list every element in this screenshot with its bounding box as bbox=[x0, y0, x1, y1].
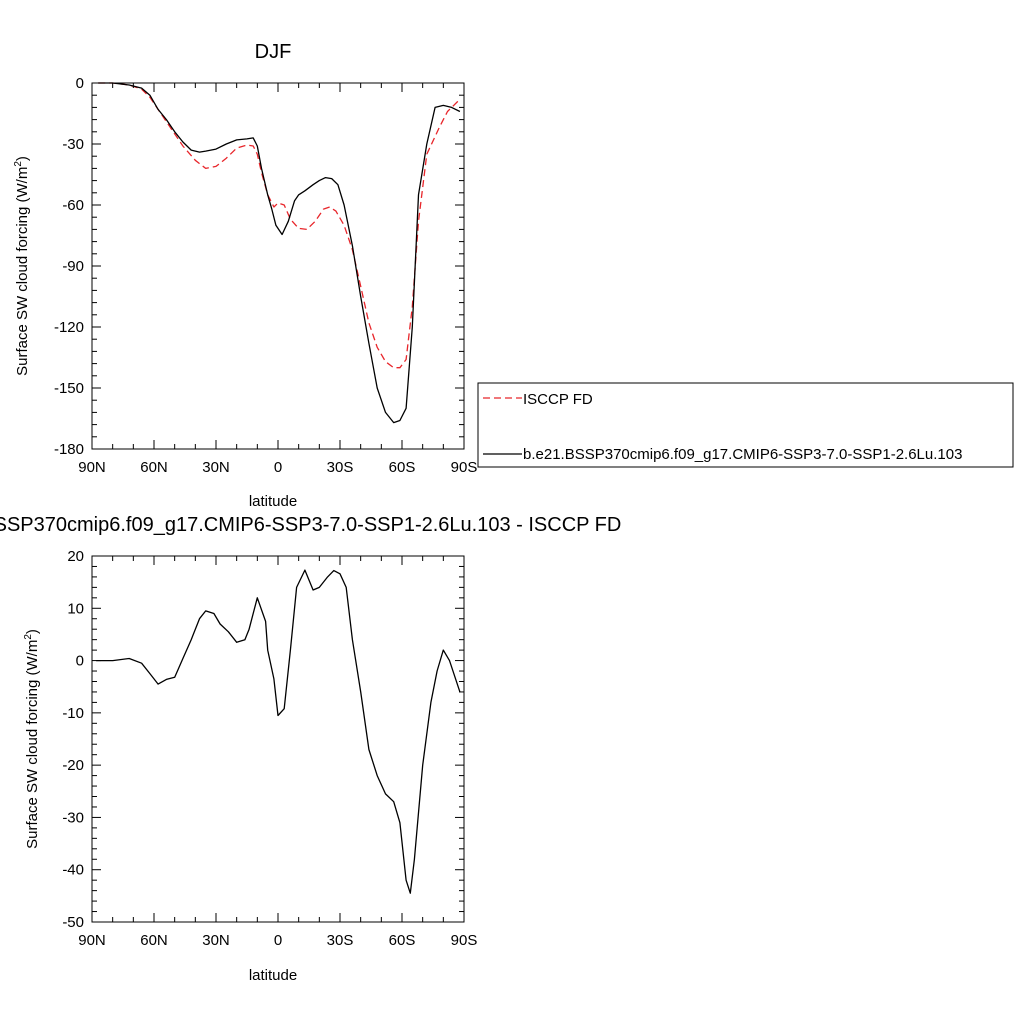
chart1-y-tick-label: 20 bbox=[67, 548, 84, 565]
legend-label-isccp: ISCCP FD bbox=[523, 391, 593, 408]
chart1-x-tick-label: 30S bbox=[327, 932, 354, 949]
chart1-x-tick-label: 90N bbox=[78, 932, 106, 949]
chart0-series-line-0 bbox=[98, 82, 461, 369]
chart0-x-tick-label: 60N bbox=[140, 459, 168, 476]
top-x-axis-label: latitude bbox=[249, 493, 297, 510]
bottom-y-axis-label: Surface SW cloud forcing (W/m2) bbox=[23, 629, 41, 849]
chart0-y-tick-label: -90 bbox=[62, 258, 84, 275]
chart0-x-tick-label: 30S bbox=[327, 459, 354, 476]
chart1-series-line-0 bbox=[96, 569, 461, 894]
bottom-y-axis-label-main: Surface SW cloud forcing (W/m bbox=[24, 640, 41, 849]
bottom-y-axis-label-superscript: 2 bbox=[23, 634, 34, 640]
chart0-x-tick-label: 90S bbox=[451, 459, 478, 476]
chart1-y-tick-label: -20 bbox=[62, 757, 84, 774]
chart1-y-tick-label: -50 bbox=[62, 914, 84, 931]
chart1-y-tick-label: -10 bbox=[62, 705, 84, 722]
chart0-x-tick-label: 60S bbox=[389, 459, 416, 476]
chart1-x-tick-label: 60S bbox=[389, 932, 416, 949]
chart0-plot-frame bbox=[91, 82, 465, 450]
chart0-y-tick-label: -30 bbox=[62, 136, 84, 153]
chart1-x-tick-label: 0 bbox=[274, 932, 282, 949]
chart0-y-tick-label: -120 bbox=[54, 319, 84, 336]
chart1-x-tick-label: 30N bbox=[202, 932, 230, 949]
chart0-x-tick-label: 0 bbox=[274, 459, 282, 476]
chart0-y-tick-label: -60 bbox=[62, 197, 84, 214]
chart1-y-tick-label: -30 bbox=[62, 809, 84, 826]
chart0-series-line-1 bbox=[98, 82, 461, 424]
chart1-y-tick-label: 10 bbox=[67, 600, 84, 617]
chart0-y-tick-label: -180 bbox=[54, 441, 84, 458]
top-y-axis-label-tail: ) bbox=[14, 156, 31, 161]
legend-box bbox=[477, 382, 1014, 468]
chart1-x-tick-label: 90S bbox=[451, 932, 478, 949]
legend: ISCCP FD b.e21.BSSP370cmip6.f09_g17.CMIP… bbox=[477, 382, 1014, 468]
legend-label-model: b.e21.BSSP370cmip6.f09_g17.CMIP6-SSP3-7.… bbox=[523, 446, 962, 463]
chart1-x-tick-label: 60N bbox=[140, 932, 168, 949]
top-chart-title: DJF bbox=[255, 41, 292, 63]
bottom-y-axis-label-tail: ) bbox=[24, 629, 41, 634]
bottom-x-axis-label: latitude bbox=[249, 967, 297, 984]
top-y-axis-label-main: Surface SW cloud forcing (W/m bbox=[14, 167, 31, 376]
top-y-axis-label: Surface SW cloud forcing (W/m2) bbox=[13, 156, 31, 376]
chart1-y-tick-label: 0 bbox=[76, 653, 84, 670]
bottom-chart-title: b.e21.BSSP370cmip6.f09_g17.CMIP6-SSP3-7.… bbox=[0, 514, 621, 536]
chart0-y-tick-label: -150 bbox=[54, 380, 84, 397]
chart1-plot-frame bbox=[91, 555, 465, 923]
top-y-axis-label-superscript: 2 bbox=[13, 161, 24, 167]
chart0-x-tick-label: 90N bbox=[78, 459, 106, 476]
chart0-y-tick-label: 0 bbox=[76, 75, 84, 92]
chart1-y-tick-label: -40 bbox=[62, 862, 84, 879]
chart0-x-tick-label: 30N bbox=[202, 459, 230, 476]
bottom-panel: b.e21.BSSP370cmip6.f09_g17.CMIP6-SSP3-7.… bbox=[0, 514, 621, 984]
